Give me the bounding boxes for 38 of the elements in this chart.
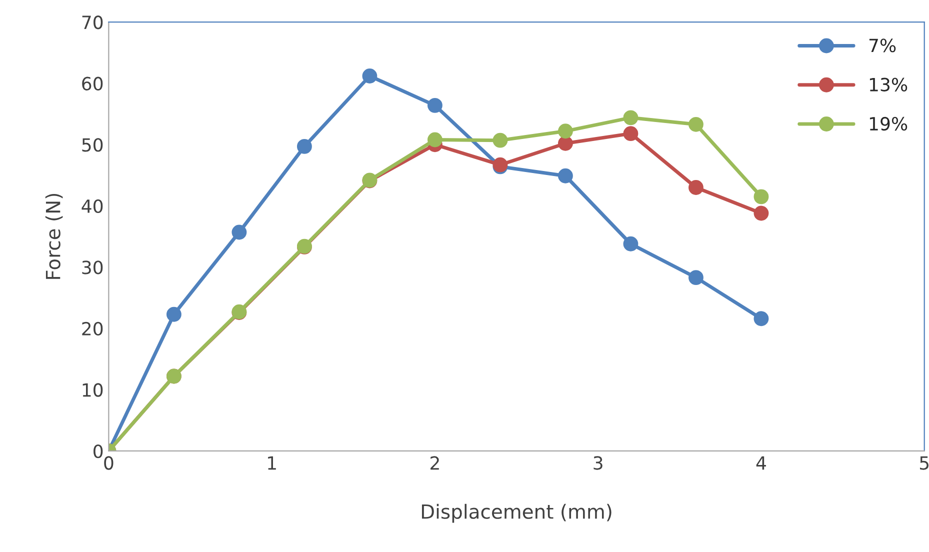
- point: [688, 116, 704, 132]
- point: [558, 168, 573, 184]
- point: [362, 68, 378, 84]
- legend-label: 13%: [870, 78, 908, 92]
- point: [558, 124, 573, 139]
- point: [427, 98, 442, 113]
- point: [754, 311, 769, 326]
- point: [558, 136, 573, 151]
- point: [754, 189, 769, 204]
- x-tick-label: 0: [104, 456, 114, 470]
- y-tick-label: 70: [82, 16, 103, 30]
- point: [754, 206, 769, 221]
- x-tick-label: 3: [594, 456, 602, 470]
- y-tick-label: 0: [94, 444, 103, 458]
- y-tick-label: 30: [82, 260, 103, 274]
- legend-label: 7%: [869, 38, 896, 52]
- point: [688, 270, 704, 286]
- y-tick-label: 40: [82, 199, 103, 214]
- x-tick-label: 4: [756, 456, 766, 470]
- y-tick-label: 20: [82, 322, 103, 336]
- point: [232, 224, 247, 240]
- point: [427, 132, 442, 148]
- y-tick-label: 50: [82, 138, 103, 152]
- point: [623, 110, 638, 126]
- legend-label: 19%: [870, 116, 908, 131]
- point: [166, 306, 182, 322]
- x-tick-label: 1: [268, 456, 276, 470]
- point: [296, 139, 312, 154]
- x-tick-label: 2: [430, 456, 439, 470]
- point: [623, 126, 638, 142]
- y-tick-label: 10: [82, 383, 103, 397]
- x-tick-label: 5: [920, 456, 929, 470]
- y-axis-title: Force (N): [45, 194, 63, 279]
- point: [492, 132, 508, 148]
- point: [688, 180, 704, 195]
- x-axis-title: Displacement (mm): [422, 504, 612, 523]
- y-tick-label: 60: [82, 76, 103, 90]
- point: [623, 236, 638, 252]
